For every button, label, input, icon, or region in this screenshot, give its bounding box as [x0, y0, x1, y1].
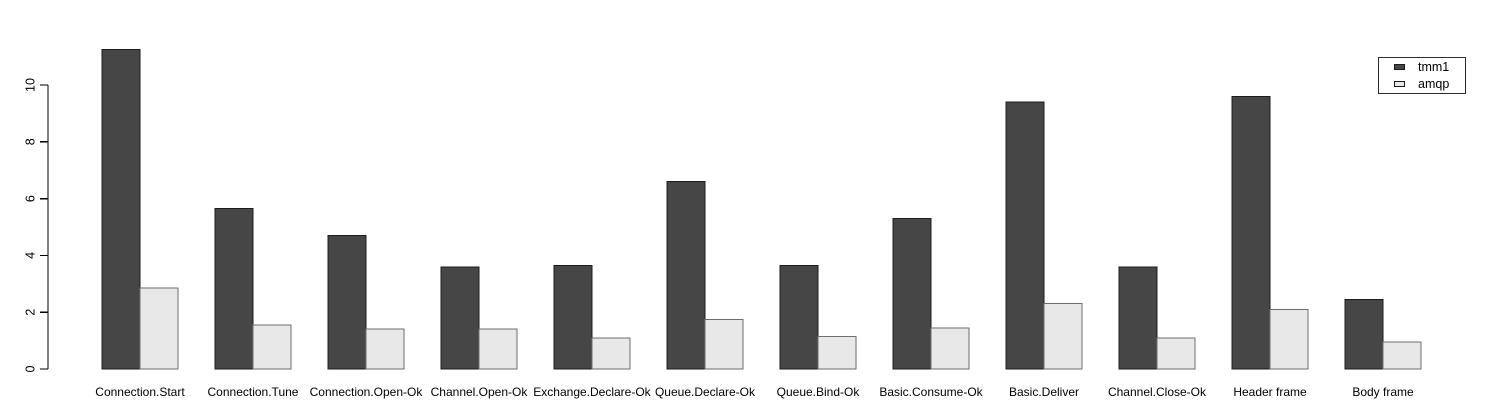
y-axis-tick-label: 0: [23, 365, 37, 372]
legend-label-tmm1: tmm1: [1418, 60, 1450, 74]
x-axis-label: Queue.Bind-Ok: [777, 385, 861, 399]
bar-amqp-connection-start: [139, 287, 179, 370]
x-axis-label: Queue.Declare-Ok: [655, 385, 756, 399]
x-axis-label: Body frame: [1352, 385, 1414, 399]
x-axis-label: Basic.Deliver: [1009, 385, 1079, 399]
x-axis-label: Channel.Close-Ok: [1108, 385, 1207, 399]
bar-tmm1-header-frame: [1231, 95, 1271, 370]
x-axis-label: Header frame: [1233, 385, 1307, 399]
bar-amqp-body-frame: [1382, 341, 1422, 370]
x-axis-label: Connection.Start: [95, 385, 185, 399]
bar-tmm1-channel-close-ok: [1118, 266, 1158, 370]
bar-amqp-exchange-declare-ok: [591, 337, 631, 370]
legend-swatch-tmm1: [1394, 64, 1405, 70]
x-axis-label: Connection.Tune: [208, 385, 299, 399]
bar-amqp-queue-declare-ok: [704, 318, 744, 370]
bar-tmm1-channel-open-ok: [440, 266, 480, 370]
bar-tmm1-basic-deliver: [1005, 101, 1045, 370]
bar-amqp-connection-tune: [252, 324, 292, 370]
x-axis-label: Channel.Open-Ok: [431, 385, 529, 399]
bar-tmm1-exchange-declare-ok: [553, 264, 593, 370]
bar-tmm1-connection-open-ok: [327, 235, 367, 370]
legend-label-amqp: amqp: [1418, 77, 1450, 91]
y-axis-tick-label: 2: [23, 309, 37, 316]
legend-item-tmm1: tmm1: [1394, 60, 1465, 74]
legend-swatch-amqp: [1394, 81, 1405, 87]
bar-amqp-connection-open-ok: [365, 328, 405, 370]
y-axis-tick-label: 10: [23, 78, 37, 92]
bar-tmm1-connection-tune: [214, 208, 254, 370]
bar-amqp-channel-close-ok: [1156, 337, 1196, 370]
bar-tmm1-basic-consume-ok: [892, 217, 932, 370]
x-axis-label: Basic.Consume-Ok: [879, 385, 983, 399]
bar-amqp-channel-open-ok: [478, 328, 518, 370]
x-axis-label: Connection.Open-Ok: [310, 385, 424, 399]
x-axis-label: Exchange.Declare-Ok: [533, 385, 651, 399]
legend-item-amqp: amqp: [1394, 77, 1465, 91]
bar-tmm1-queue-declare-ok: [666, 181, 706, 370]
chart-legend: tmm1 amqp: [1378, 57, 1466, 94]
bar-tmm1-connection-start: [101, 49, 141, 370]
bar-amqp-basic-deliver: [1043, 303, 1083, 370]
bar-tmm1-body-frame: [1344, 298, 1384, 370]
y-axis-tick-label: 8: [23, 138, 37, 145]
bar-amqp-basic-consume-ok: [930, 327, 970, 370]
y-axis-tick-label: 4: [23, 252, 37, 259]
bar-amqp-queue-bind-ok: [817, 335, 857, 370]
bar-tmm1-queue-bind-ok: [779, 264, 819, 370]
y-axis-tick-label: 6: [23, 195, 37, 202]
bar-amqp-header-frame: [1269, 308, 1309, 370]
